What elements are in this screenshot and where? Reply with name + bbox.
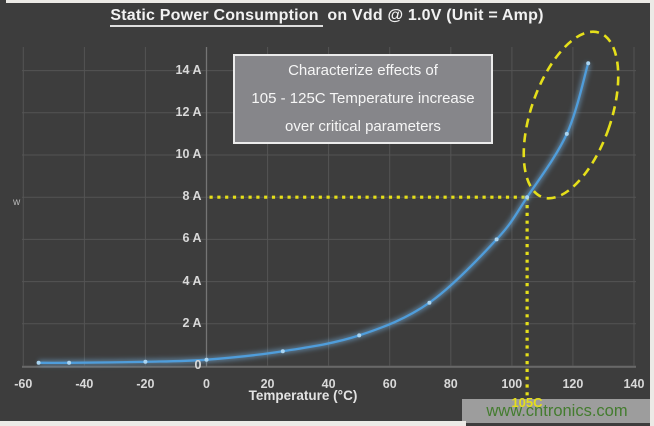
y-axis-tick-label: 4 A — [182, 273, 202, 288]
x-axis-tick-label: 0 — [203, 377, 210, 391]
annotation-line: over critical parameters — [285, 118, 441, 135]
y-axis-tick-label: 2 A — [182, 315, 202, 330]
x-axis-title: Temperature (°C) — [248, 388, 358, 403]
x-axis-tick-label: 100 — [501, 377, 523, 391]
photo-border-bottom — [0, 421, 466, 426]
y-axis-tick-label: 8 A — [182, 189, 202, 204]
watermark-background — [462, 399, 652, 423]
x-axis-tick-label: 40 — [321, 377, 336, 391]
y-axis-tick-label: 12 A — [175, 104, 202, 119]
y-axis-tick-label: 10 A — [175, 147, 202, 161]
annotation-line: 105 - 125C Temperature increase — [251, 90, 475, 107]
highlight-temp-label: 105C — [511, 395, 543, 410]
chart-title-rest: on Vdd @ 1.0V (Unit = Amp) — [322, 7, 544, 24]
x-axis-tick-label: 80 — [443, 377, 458, 391]
photo-border-right — [650, 0, 654, 426]
x-axis-tick-label: 20 — [260, 377, 275, 391]
x-axis-tick-label: -60 — [14, 377, 33, 391]
chart-title-underlined: Static Power Consumption — [110, 7, 323, 27]
x-axis-tick-label: -40 — [75, 377, 94, 391]
photo-border-top — [6, 0, 654, 3]
y-axis-tick-label: 14 A — [175, 62, 202, 77]
chart-title: Static Power Consumption on Vdd @ 1.0V (… — [0, 7, 654, 27]
annotation-line: Characterize effects of — [288, 62, 438, 79]
x-axis-tick-label: 60 — [382, 377, 397, 391]
y-axis-side-label: w — [13, 197, 21, 208]
y-axis-tick-label: 0 — [194, 358, 202, 372]
x-axis-tick-label: 120 — [562, 377, 584, 391]
x-axis-tick-label: -20 — [136, 377, 155, 391]
x-axis-tick-label: 140 — [623, 377, 645, 391]
watermark-text: www.cntronics.com — [486, 402, 628, 420]
annotation-callout-box: Characterize effects of 105 - 125C Tempe… — [233, 54, 493, 144]
y-axis-tick-label: 6 A — [182, 231, 202, 246]
